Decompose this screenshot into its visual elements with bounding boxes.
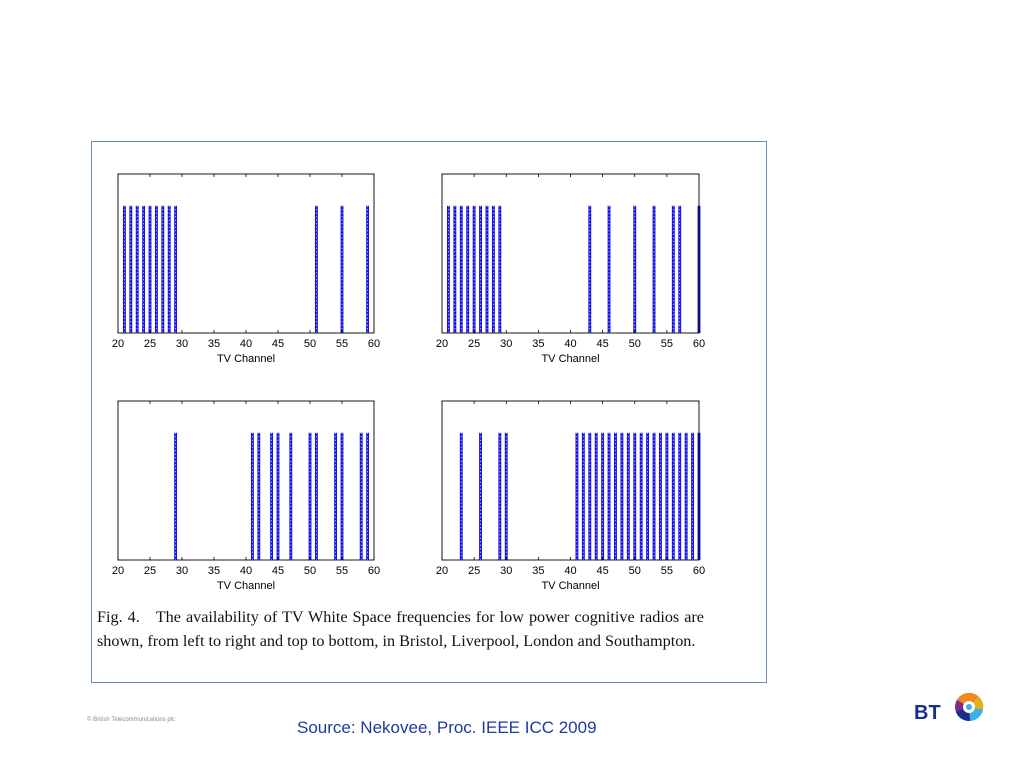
x-tick-label: 40 [564,565,576,577]
x-tick-label: 20 [436,565,448,577]
x-tick-label: 25 [144,565,156,577]
x-tick-label: 50 [629,565,641,577]
x-tick-label: 55 [661,338,673,350]
x-axis-label: TV Channel [217,580,275,592]
x-tick-label: 20 [112,565,124,577]
x-tick-label: 35 [532,338,544,350]
chart-panel-1: 20 25 30 35 40 45 50 55 60 TV Channel [112,173,380,365]
x-tick-label: 45 [597,565,609,577]
x-tick-label: 40 [240,565,252,577]
copyright-text: © British Telecommunications plc [87,717,176,723]
x-tick-label: 55 [661,565,673,577]
x-tick-label: 20 [112,338,124,350]
x-tick-label: 55 [336,565,348,577]
x-tick-label: 45 [272,338,284,350]
figure-caption: Fig. 4. The availability of TV White Spac… [97,606,704,653]
x-tick-label: 35 [532,565,544,577]
bt-logo-text: BT [914,702,941,724]
chart-panel-4: 20 25 30 35 40 45 50 55 60 TV Channel [436,400,705,592]
x-tick-label: 50 [629,338,641,350]
x-tick-label: 40 [564,338,576,350]
x-axis-label: TV Channel [541,353,599,365]
x-tick-label: 30 [500,338,512,350]
x-tick-label: 30 [176,565,188,577]
x-axis-label: TV Channel [541,580,599,592]
x-tick-label: 25 [468,338,480,350]
x-tick-label: 20 [436,338,448,350]
x-tick-label: 35 [208,338,220,350]
x-axis-label: TV Channel [217,353,275,365]
x-tick-label: 45 [272,565,284,577]
x-tick-label: 35 [208,565,220,577]
x-tick-label: 50 [304,565,316,577]
x-tick-label: 25 [468,565,480,577]
x-tick-label: 60 [693,338,705,350]
x-tick-label: 55 [336,338,348,350]
bt-logo: BT [914,692,984,724]
source-citation: Source: Nekovee, Proc. IEEE ICC 2009 [297,718,597,737]
x-tick-label: 40 [240,338,252,350]
chart-panel-3: 20 25 30 35 40 45 50 55 60 TV Channel [112,400,380,592]
caption-text: The availability of TV White Space frequ… [97,608,704,650]
figure-frame: 20 25 30 35 40 45 50 55 60 TV Channel 20 25 30 35 40 45… [91,141,767,683]
x-tick-label: 50 [304,338,316,350]
charts-svg: 20 25 30 35 40 45 50 55 60 TV Channel 20 25 30 35 40 45… [112,173,705,592]
bt-globe-icon [955,692,984,722]
x-tick-label: 30 [500,565,512,577]
chart-panel-2: 20 25 30 35 40 45 50 55 60 TV Channel [436,173,705,365]
x-tick-label: 60 [368,565,380,577]
figure-number: Fig. 4. [97,608,140,626]
x-tick-label: 45 [597,338,609,350]
x-tick-label: 25 [144,338,156,350]
x-tick-label: 60 [693,565,705,577]
x-tick-label: 60 [368,338,380,350]
x-tick-label: 30 [176,338,188,350]
